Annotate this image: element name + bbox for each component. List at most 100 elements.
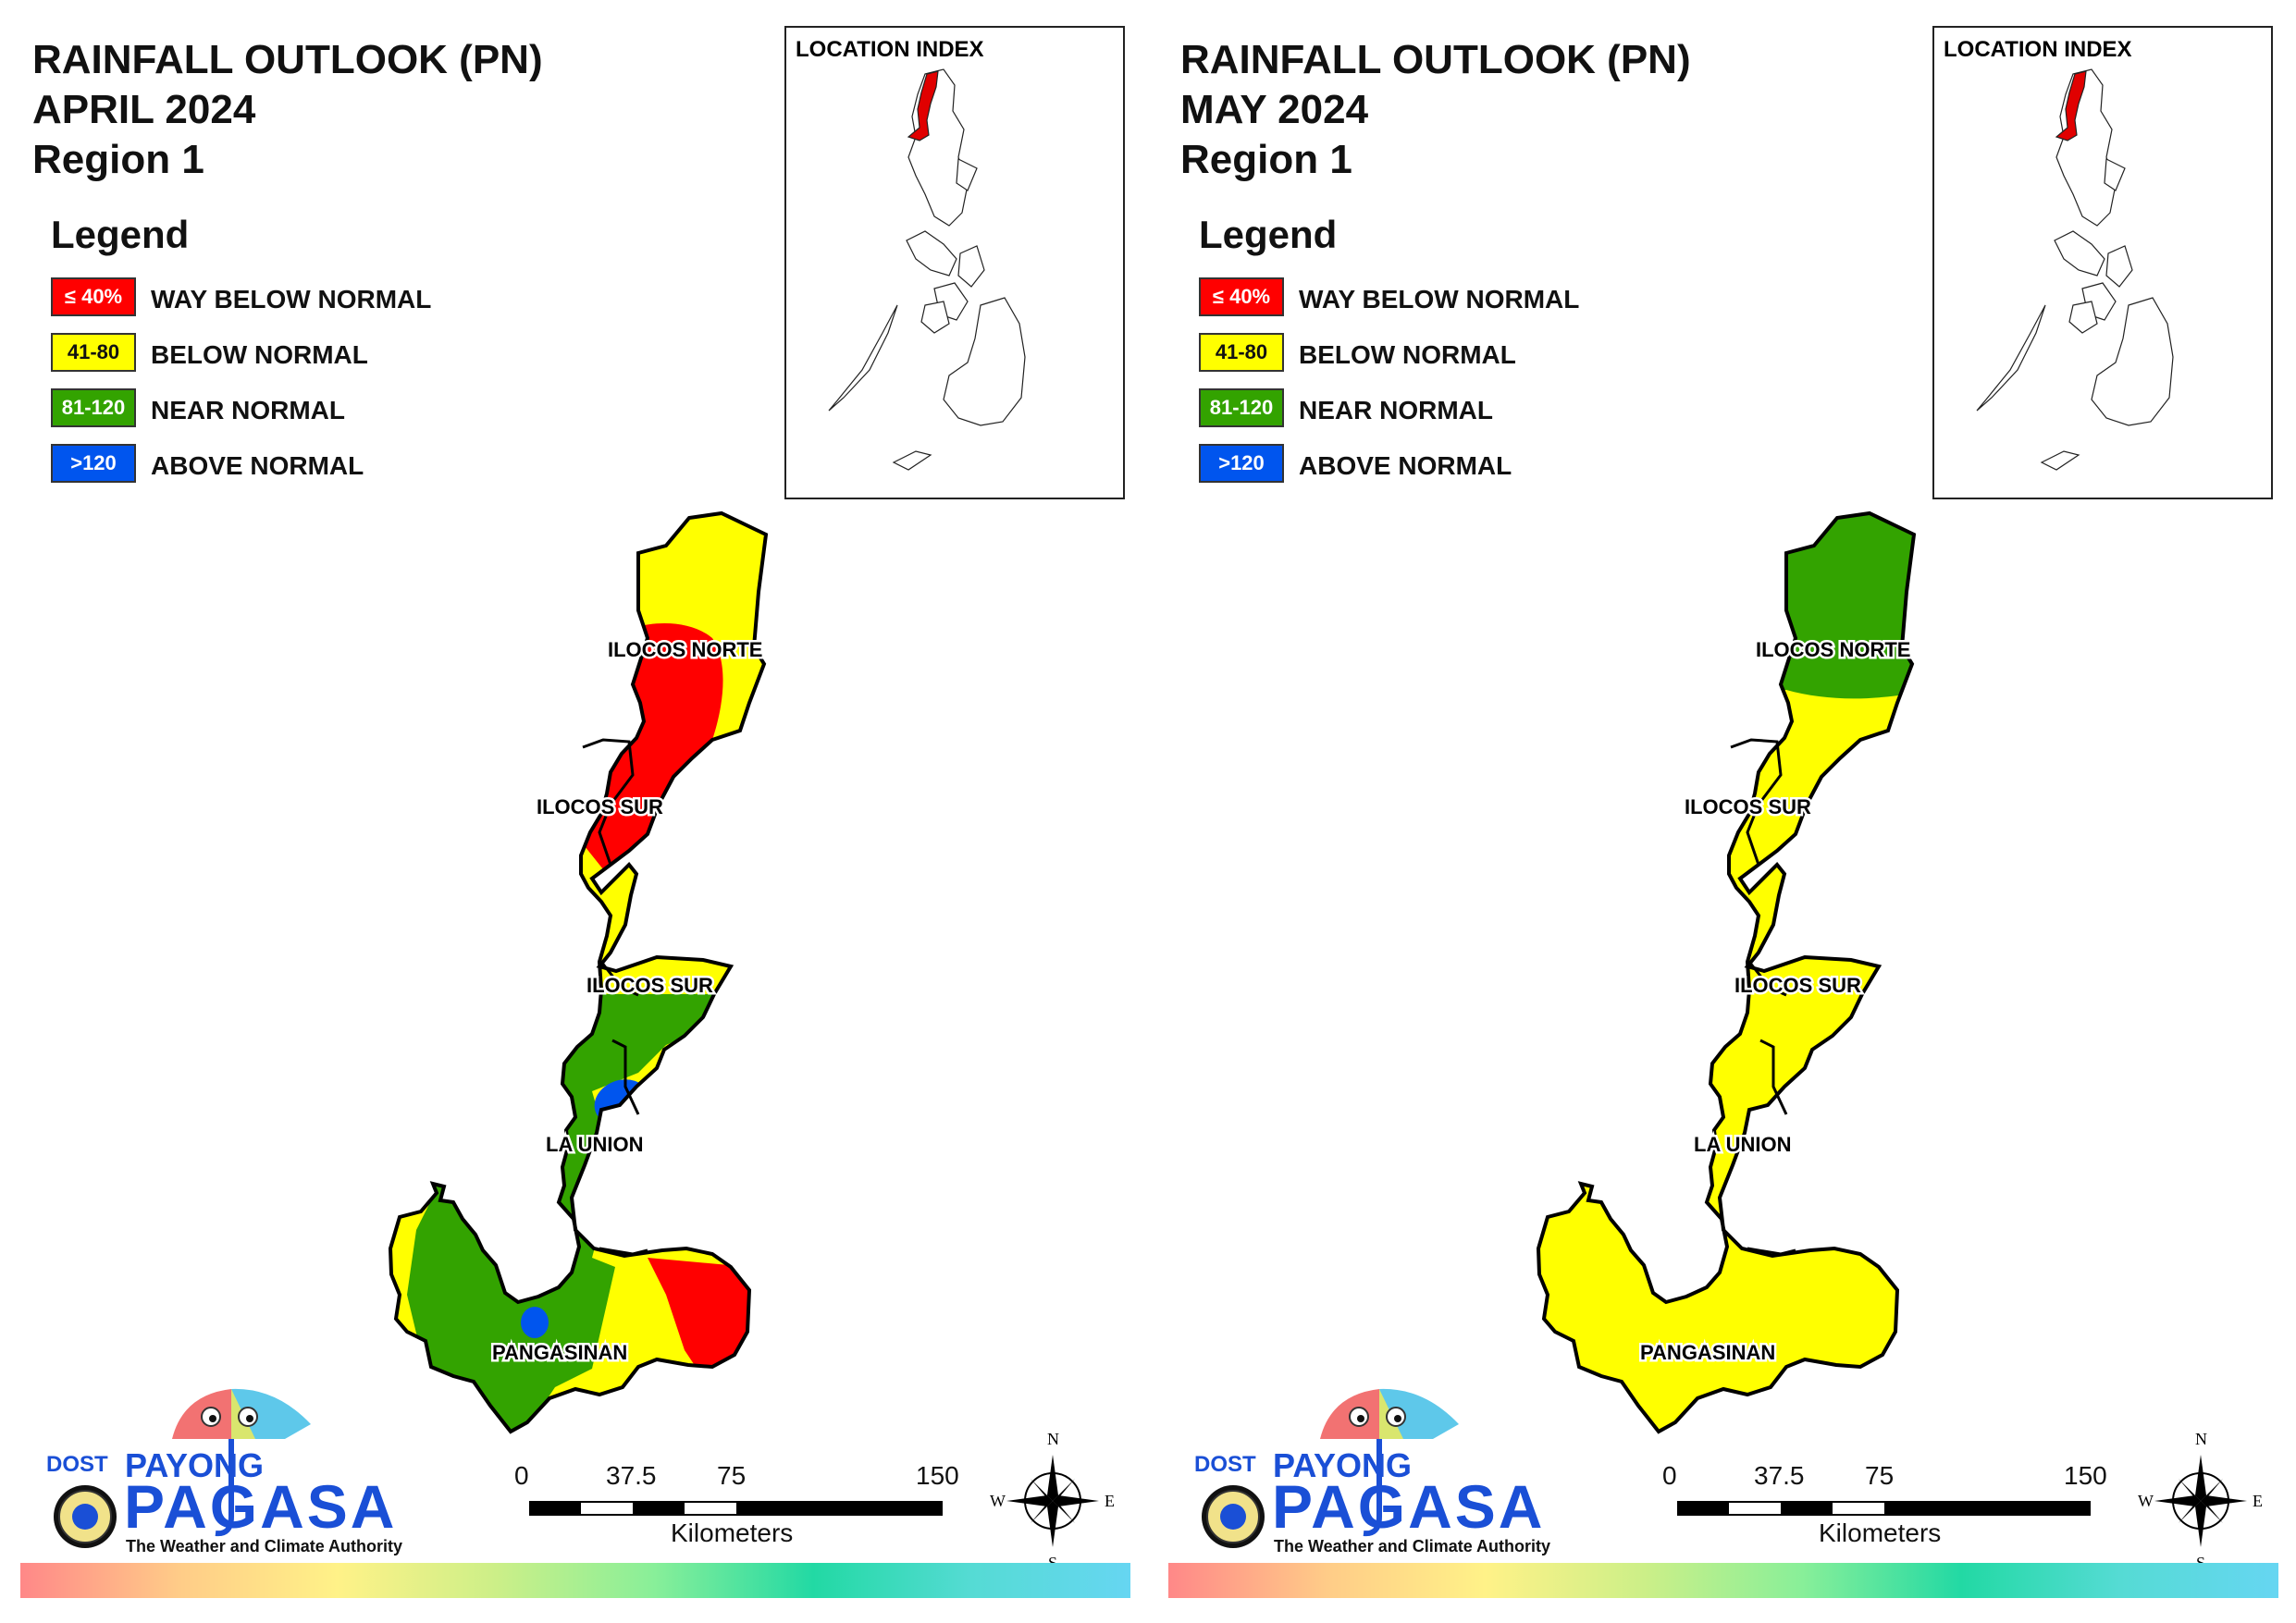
decorative-gradient-bar xyxy=(20,1563,1130,1598)
scale-unit-label: Kilometers xyxy=(1819,1518,1942,1547)
legend-row-near: 81-120 NEAR NORMAL xyxy=(1199,388,1493,444)
province-label: LA UNION xyxy=(546,1133,644,1156)
legend-swatch-near: 81-120 xyxy=(51,388,136,427)
province-label: PANGASINAN xyxy=(1640,1341,1775,1364)
umbrella-icon xyxy=(54,1388,311,1548)
compass-e: E xyxy=(1105,1492,1115,1510)
province-label: ILOCOS SUR xyxy=(586,974,713,997)
compass-w: W xyxy=(990,1492,1006,1510)
zone-above-normal-2 xyxy=(521,1307,549,1338)
compass-e: E xyxy=(2253,1492,2263,1510)
legend: Legend ≤ 40% WAY BELOW NORMAL 41-80 BELO… xyxy=(1199,213,1579,499)
philippines-index-map xyxy=(828,68,1026,471)
north-arrow: N S W E xyxy=(990,1430,1115,1572)
province-label: ILOCOS NORTE xyxy=(608,638,762,661)
legend-row-way-below: ≤ 40% WAY BELOW NORMAL xyxy=(1199,277,1579,333)
compass-n: N xyxy=(2195,1430,2207,1448)
zone-way-below-east xyxy=(648,1258,759,1378)
legend-swatch-way-below: ≤ 40% xyxy=(51,277,136,316)
compass-n: N xyxy=(1047,1430,1059,1448)
pagasa-logo-text: PAGASA xyxy=(1272,1472,1546,1541)
scale-unit-label: Kilometers xyxy=(671,1518,794,1547)
pagasa-logo: DOST PAYONG PAGASA The Weather and Clima… xyxy=(1183,1378,1553,1563)
payong-logo-text: PAYONG xyxy=(1273,1446,1413,1484)
legend-label-near: NEAR NORMAL xyxy=(1299,396,1493,424)
legend-label-near: NEAR NORMAL xyxy=(151,396,345,424)
scale-bar-graphic xyxy=(529,1501,943,1516)
period-title: APRIL 2024 xyxy=(32,87,256,132)
zone-near-normal-north xyxy=(1740,513,1914,699)
legend-swatch-above: >120 xyxy=(51,444,136,483)
pagasa-logo-text: PAGASA xyxy=(124,1472,398,1541)
legend-swatch-near: 81-120 xyxy=(1199,388,1284,427)
legend-row-below: 41-80 BELOW NORMAL xyxy=(1199,333,1516,388)
scale-bar: 0 37.5 75 150 Kilometers xyxy=(1662,1461,2110,1554)
zone-below-west-coast xyxy=(390,1184,435,1341)
legend-label-way-below: WAY BELOW NORMAL xyxy=(1299,285,1580,314)
umbrella-icon xyxy=(1202,1388,1459,1548)
province-label: LA UNION xyxy=(1694,1133,1792,1156)
dost-logo-text: DOST xyxy=(46,1452,108,1477)
scale-tick: 0 xyxy=(1662,1461,1677,1490)
rainfall-map: ILOCOS NORTE ILOCOS SUR ILOCOS SUR LA UN… xyxy=(389,511,768,1433)
title-block: RAINFALL OUTLOOK (PN) MAY 2024 Region 1 xyxy=(1180,35,1691,185)
rainfall-map: ILOCOS NORTE ILOCOS SUR ILOCOS SUR LA UN… xyxy=(1537,511,1916,1433)
scale-tick: 37.5 xyxy=(1754,1461,1805,1490)
legend-row-above: >120 ABOVE NORMAL xyxy=(1199,444,1512,499)
map-title: RAINFALL OUTLOOK (PN) xyxy=(1180,37,1691,82)
province-label: ILOCOS NORTE xyxy=(1756,638,1910,661)
legend-swatch-above: >120 xyxy=(1199,444,1284,483)
legend-title: Legend xyxy=(1199,213,1338,256)
compass-w: W xyxy=(2138,1492,2154,1510)
pagasa-tagline: The Weather and Climate Authority xyxy=(1274,1537,1551,1555)
province-label: ILOCOS SUR xyxy=(537,795,663,818)
decorative-gradient-bar xyxy=(1168,1563,2278,1598)
scale-tick: 37.5 xyxy=(606,1461,657,1490)
legend-swatch-way-below: ≤ 40% xyxy=(1199,277,1284,316)
legend-row-above: >120 ABOVE NORMAL xyxy=(51,444,364,499)
legend-swatch-below: 41-80 xyxy=(51,333,136,372)
legend-swatch-below: 41-80 xyxy=(1199,333,1284,372)
legend-row-way-below: ≤ 40% WAY BELOW NORMAL xyxy=(51,277,431,333)
location-index-title: LOCATION INDEX xyxy=(1944,37,2132,62)
province-label: PANGASINAN xyxy=(492,1341,627,1364)
legend-label-below: BELOW NORMAL xyxy=(151,340,368,369)
april-panel: RAINFALL OUTLOOK (PN) APRIL 2024 Region … xyxy=(20,26,1130,1598)
scale-tick: 150 xyxy=(916,1461,959,1490)
legend-label-way-below: WAY BELOW NORMAL xyxy=(151,285,432,314)
north-arrow: N S W E xyxy=(2138,1430,2263,1572)
location-index: LOCATION INDEX xyxy=(1932,26,2273,499)
scale-bar-graphic xyxy=(1677,1501,2091,1516)
legend-label-below: BELOW NORMAL xyxy=(1299,340,1516,369)
region-title: Region 1 xyxy=(1180,137,1352,182)
scale-tick: 75 xyxy=(717,1461,747,1490)
province-boundaries xyxy=(582,738,648,1256)
scale-tick: 75 xyxy=(1865,1461,1895,1490)
province-boundaries xyxy=(1730,738,1796,1256)
compass-rose-icon xyxy=(1006,1455,1099,1547)
scale-tick: 150 xyxy=(2064,1461,2107,1490)
scale-bar: 0 37.5 75 150 Kilometers xyxy=(514,1461,962,1554)
payong-logo-text: PAYONG xyxy=(125,1446,265,1484)
dost-logo-text: DOST xyxy=(1194,1452,1256,1477)
map-title: RAINFALL OUTLOOK (PN) xyxy=(32,37,543,82)
period-title: MAY 2024 xyxy=(1180,87,1369,132)
province-label: ILOCOS SUR xyxy=(1685,795,1811,818)
location-index-title: LOCATION INDEX xyxy=(796,37,984,62)
pagasa-logo: DOST PAYONG PAGASA The Weather and Clima… xyxy=(35,1378,405,1563)
may-panel: RAINFALL OUTLOOK (PN) MAY 2024 Region 1 … xyxy=(1148,0,2296,1623)
scale-tick: 0 xyxy=(514,1461,529,1490)
legend-label-above: ABOVE NORMAL xyxy=(151,451,364,480)
pagasa-tagline: The Weather and Climate Authority xyxy=(126,1537,403,1555)
legend-title: Legend xyxy=(51,213,190,256)
location-index: LOCATION INDEX xyxy=(784,26,1125,499)
title-block: RAINFALL OUTLOOK (PN) APRIL 2024 Region … xyxy=(32,35,543,185)
province-label: ILOCOS SUR xyxy=(1734,974,1861,997)
philippines-index-map xyxy=(1976,68,2174,471)
legend: Legend ≤ 40% WAY BELOW NORMAL 41-80 BELO… xyxy=(51,213,431,499)
region-title: Region 1 xyxy=(32,137,204,182)
legend-row-below: 41-80 BELOW NORMAL xyxy=(51,333,368,388)
legend-label-above: ABOVE NORMAL xyxy=(1299,451,1512,480)
compass-rose-icon xyxy=(2154,1455,2247,1547)
legend-row-near: 81-120 NEAR NORMAL xyxy=(51,388,345,444)
